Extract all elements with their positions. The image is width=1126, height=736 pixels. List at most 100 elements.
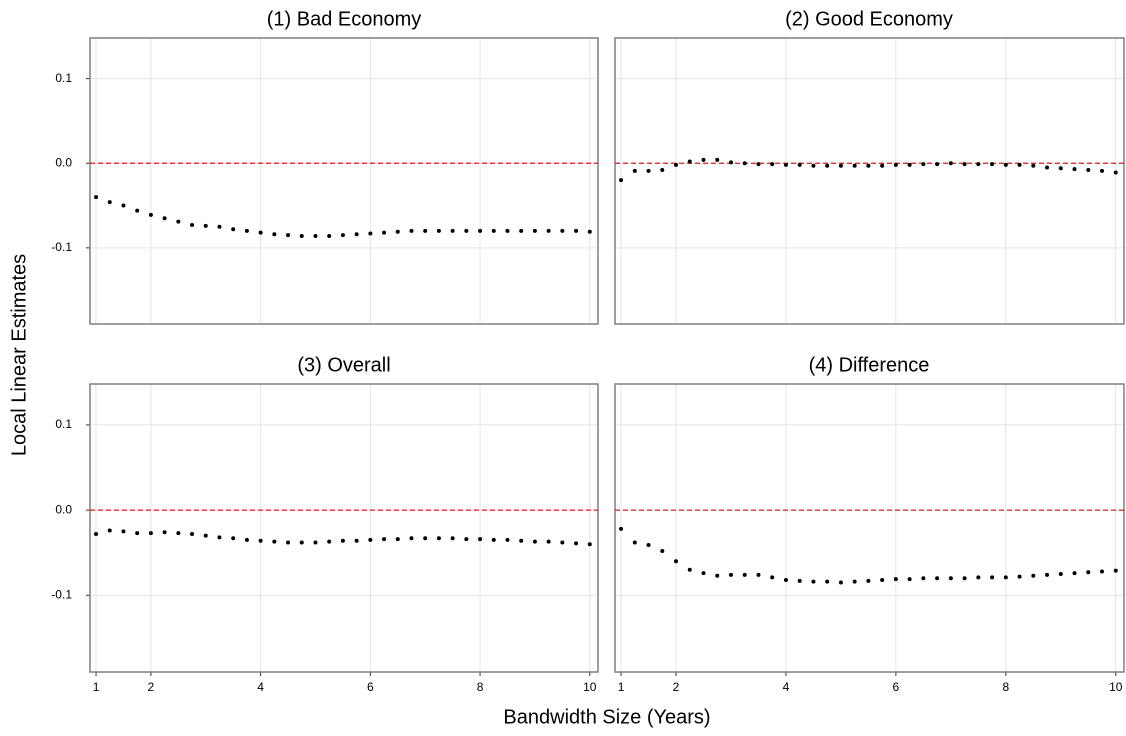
point bbox=[1100, 569, 1105, 574]
point bbox=[646, 168, 651, 173]
point bbox=[190, 223, 195, 227]
point bbox=[217, 224, 222, 229]
point bbox=[478, 228, 483, 233]
point bbox=[382, 537, 387, 542]
point bbox=[907, 162, 912, 167]
point bbox=[1031, 163, 1036, 168]
point bbox=[423, 228, 428, 233]
point bbox=[546, 228, 551, 233]
point bbox=[783, 162, 788, 167]
point bbox=[990, 575, 995, 580]
point bbox=[1113, 568, 1118, 573]
y-tick-label: -0.1 bbox=[51, 240, 72, 254]
point bbox=[742, 572, 747, 577]
point bbox=[660, 168, 665, 172]
point bbox=[1058, 572, 1063, 577]
point bbox=[135, 531, 140, 536]
point bbox=[1045, 165, 1050, 170]
point bbox=[340, 538, 345, 543]
point bbox=[701, 571, 706, 576]
point bbox=[560, 540, 565, 545]
x-tick-label: 2 bbox=[148, 680, 155, 694]
point bbox=[756, 572, 761, 577]
y-tick-label: 0.0 bbox=[55, 502, 72, 516]
point bbox=[121, 203, 126, 208]
x-tick-label: 10 bbox=[1109, 680, 1123, 694]
point bbox=[921, 576, 926, 581]
point bbox=[368, 231, 373, 236]
point bbox=[244, 228, 249, 233]
y-axis-label: Local Linear Estimates bbox=[8, 254, 30, 456]
point bbox=[162, 216, 167, 221]
point bbox=[560, 228, 565, 233]
point bbox=[783, 577, 788, 582]
y-tick-label: 0.1 bbox=[55, 71, 72, 85]
point bbox=[478, 537, 483, 542]
point bbox=[244, 537, 249, 542]
point bbox=[450, 228, 455, 233]
point bbox=[395, 229, 400, 234]
point bbox=[1045, 572, 1050, 577]
point bbox=[838, 580, 843, 585]
point bbox=[409, 536, 414, 541]
point bbox=[935, 162, 940, 167]
x-tick-label: 4 bbox=[257, 680, 264, 694]
point bbox=[825, 163, 830, 168]
point bbox=[852, 163, 857, 168]
point bbox=[632, 168, 637, 173]
point bbox=[340, 233, 345, 238]
point bbox=[203, 223, 208, 228]
point bbox=[148, 212, 153, 217]
point bbox=[423, 536, 428, 541]
point bbox=[619, 178, 624, 183]
point bbox=[313, 540, 318, 545]
point bbox=[1100, 168, 1105, 173]
point bbox=[354, 232, 359, 237]
point bbox=[162, 530, 167, 535]
point bbox=[148, 531, 153, 536]
point bbox=[715, 573, 720, 578]
point bbox=[546, 539, 551, 544]
point bbox=[646, 543, 651, 548]
point bbox=[231, 227, 236, 232]
point bbox=[587, 229, 592, 234]
panel-border bbox=[89, 383, 599, 673]
x-axis-label: Bandwidth Size (Years) bbox=[503, 706, 710, 728]
point bbox=[368, 537, 373, 542]
point bbox=[587, 542, 592, 547]
point bbox=[436, 228, 441, 233]
point bbox=[505, 228, 510, 233]
panel-title: (4) Difference bbox=[809, 354, 930, 376]
point bbox=[948, 161, 953, 166]
point bbox=[660, 549, 665, 554]
point bbox=[1003, 575, 1008, 580]
x-tick-label: 10 bbox=[583, 680, 597, 694]
x-tick-label: 6 bbox=[893, 680, 900, 694]
point bbox=[107, 200, 112, 205]
x-tick-label: 2 bbox=[673, 680, 680, 694]
point bbox=[619, 526, 624, 531]
point bbox=[687, 159, 692, 164]
point bbox=[464, 228, 469, 233]
x-tick-label: 1 bbox=[618, 680, 625, 694]
point bbox=[532, 539, 537, 544]
y-tick-label: 0.0 bbox=[55, 155, 72, 169]
x-tick-label: 1 bbox=[93, 680, 100, 694]
point bbox=[962, 576, 967, 581]
point bbox=[258, 538, 263, 543]
point bbox=[728, 160, 733, 165]
point bbox=[1086, 570, 1091, 575]
point bbox=[231, 536, 236, 541]
point bbox=[94, 195, 99, 200]
point bbox=[715, 157, 720, 162]
point bbox=[354, 538, 359, 543]
point bbox=[272, 539, 277, 544]
point bbox=[532, 228, 537, 233]
point bbox=[990, 162, 995, 167]
point bbox=[742, 161, 747, 166]
point bbox=[880, 163, 885, 168]
point bbox=[893, 577, 898, 582]
point bbox=[491, 228, 496, 233]
point bbox=[921, 162, 926, 167]
